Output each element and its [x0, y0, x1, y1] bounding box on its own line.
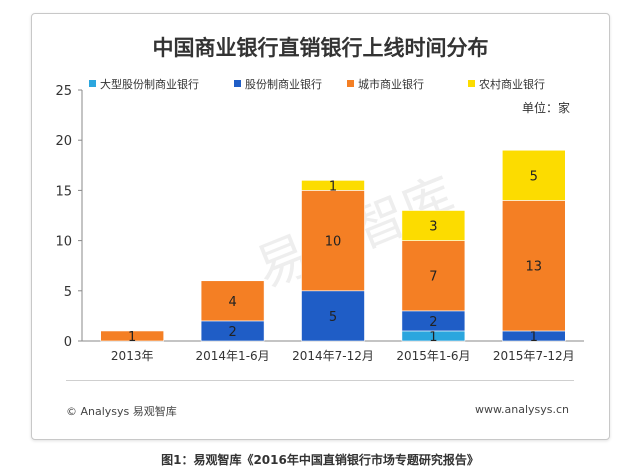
chart-title: 中国商业银行直销银行上线时间分布 [152, 36, 489, 60]
legend-label: 大型股份制商业银行 [100, 77, 199, 91]
chart-card: 中国商业银行直销银行上线时间分布 易观智库051015202512013年242… [31, 13, 610, 440]
bar-value-label: 5 [530, 169, 538, 184]
x-tick-label: 2015年7-12月 [493, 349, 575, 363]
bar-value-label: 1 [329, 179, 337, 194]
legend-label: 城市商业银行 [358, 77, 424, 91]
x-tick-label: 2013年 [111, 349, 154, 363]
legend-swatch [347, 80, 354, 87]
unit-label: 单位：家 [522, 100, 570, 115]
legend-swatch [234, 80, 241, 87]
bar-value-label: 4 [228, 295, 236, 310]
bar-value-label: 13 [526, 260, 543, 275]
figure-caption: 图1：易观智库《2016年中国直销银行市场专题研究报告》 [161, 453, 479, 467]
legend-label: 股份制商业银行 [245, 77, 322, 91]
bar-value-label: 5 [329, 310, 337, 325]
stacked-bar-chart: 易观智库051015202512013年242014年1-6月51012014年… [55, 77, 584, 363]
bar-segment [501, 200, 566, 332]
copyright-text: © Analysys 易观智库 [66, 405, 177, 418]
bar-segment [401, 240, 466, 312]
y-tick-label: 10 [55, 235, 72, 250]
footer-divider [66, 380, 574, 381]
y-tick-label: 15 [55, 184, 72, 199]
legend-label: 农村商业银行 [479, 77, 545, 91]
y-tick-label: 5 [64, 285, 72, 300]
y-tick-label: 25 [55, 84, 72, 99]
bar-value-label: 2 [228, 325, 236, 340]
bar-segment [200, 280, 265, 322]
bar-value-label: 1 [530, 330, 538, 345]
bar-segment [100, 330, 164, 342]
website-text: www.analysys.cn [475, 403, 569, 416]
bar-value-label: 1 [429, 330, 437, 345]
bar-value-label: 3 [429, 220, 437, 235]
bar-value-label: 1 [128, 330, 136, 345]
bar-value-label: 7 [429, 270, 437, 285]
legend-swatch [89, 80, 96, 87]
legend-swatch [468, 80, 475, 87]
bar-segment [301, 190, 365, 292]
bar-segment [401, 210, 466, 241]
bar-segment [301, 290, 365, 342]
bar-value-label: 2 [429, 315, 437, 330]
y-tick-label: 20 [55, 134, 72, 149]
bar-segment [501, 149, 566, 201]
bar-segment [301, 180, 365, 191]
x-tick-label: 2014年1-6月 [196, 349, 270, 363]
x-tick-label: 2015年1-6月 [396, 349, 470, 363]
x-tick-label: 2014年7-12月 [292, 349, 374, 363]
y-tick-label: 0 [64, 335, 72, 350]
bar-value-label: 10 [325, 235, 342, 250]
